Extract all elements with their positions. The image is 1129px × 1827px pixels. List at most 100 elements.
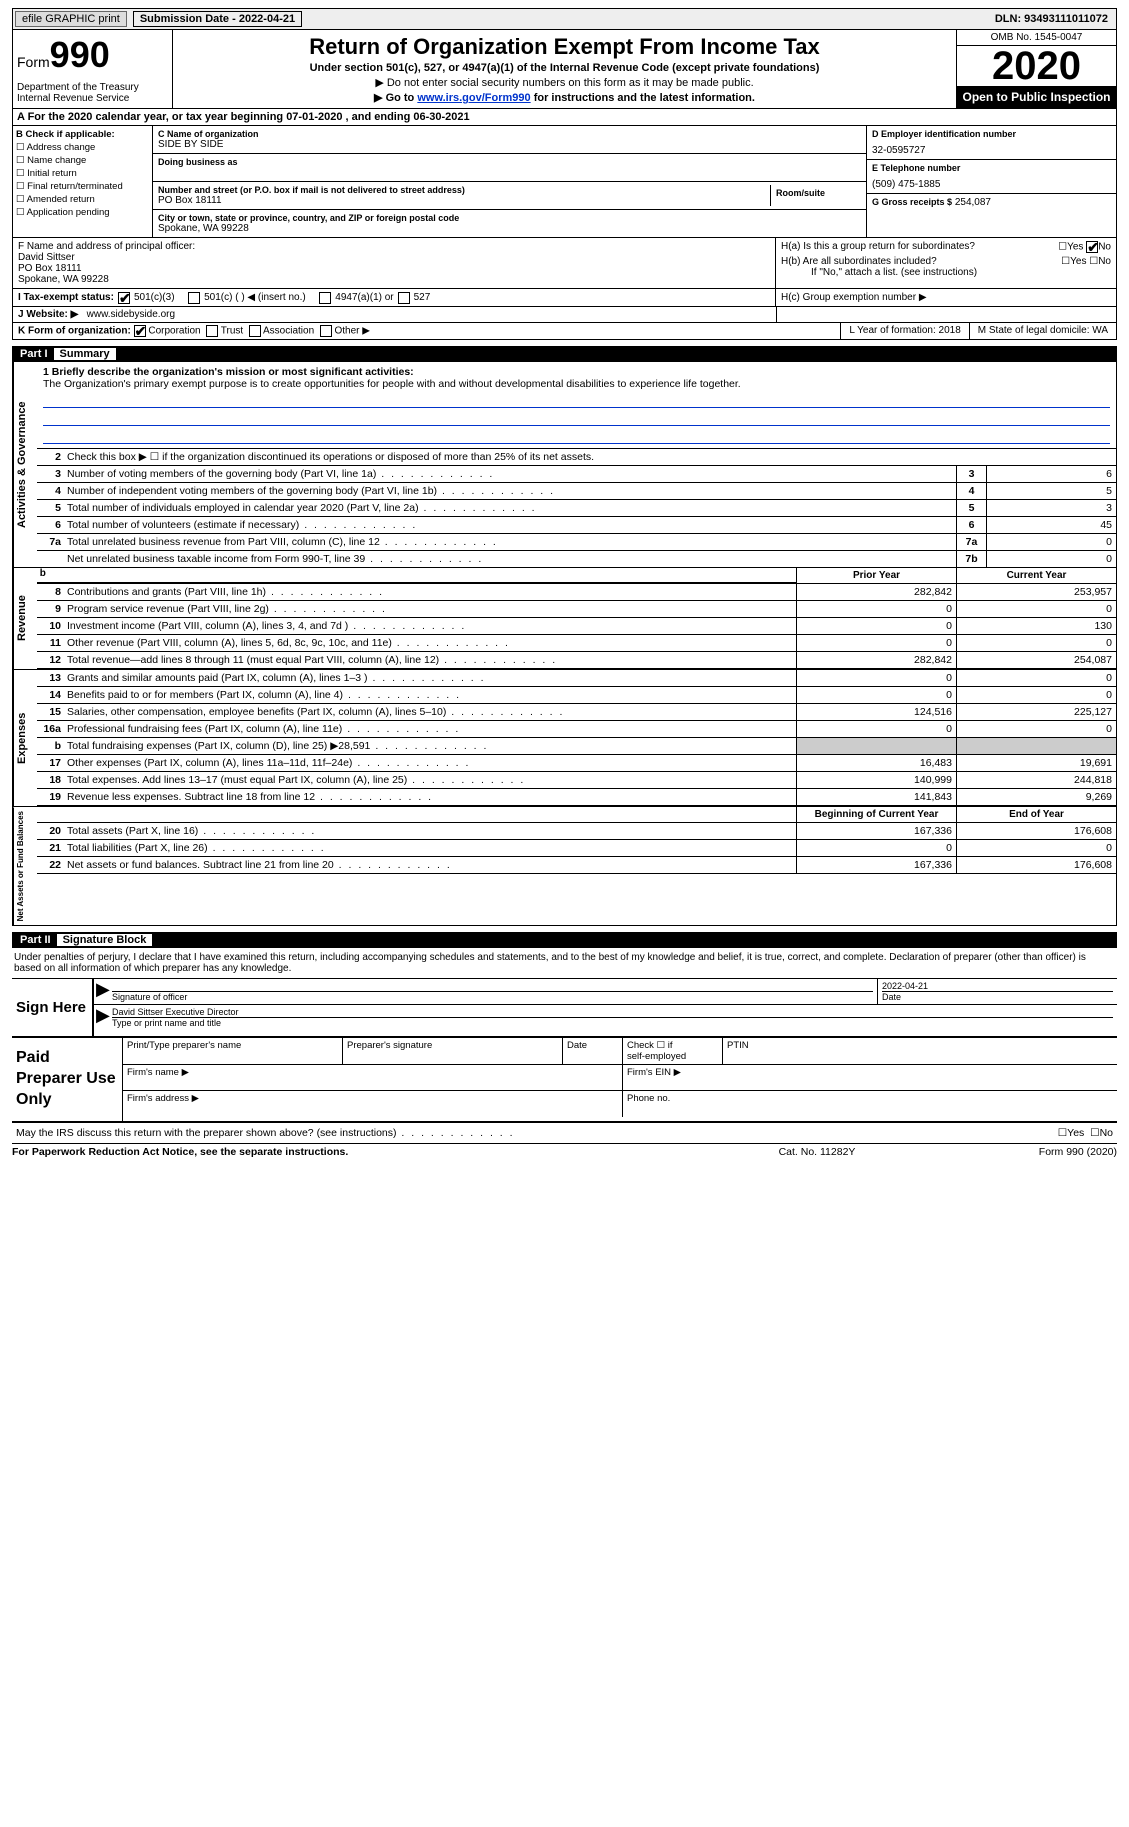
vtab-revenue: Revenue bbox=[13, 568, 37, 669]
opt-501c: 501(c) ( ) ◀ (insert no.) bbox=[204, 292, 306, 303]
state-domicile: M State of legal domicile: WA bbox=[969, 323, 1116, 339]
exp-14: Benefits paid to or for members (Part IX… bbox=[63, 687, 796, 703]
j-label: J Website: ▶ bbox=[18, 309, 78, 320]
opt-4947: 4947(a)(1) or bbox=[335, 292, 393, 303]
type-label: Type or print name and title bbox=[112, 1017, 1113, 1028]
signature-declaration: Under penalties of perjury, I declare th… bbox=[12, 948, 1117, 979]
chk-other[interactable] bbox=[320, 325, 332, 337]
chk-corp[interactable] bbox=[134, 325, 146, 337]
exp-18: Total expenses. Add lines 13–17 (must eq… bbox=[63, 772, 796, 788]
prep-ptin-hdr: PTIN bbox=[723, 1038, 1117, 1064]
chk-trust[interactable] bbox=[206, 325, 218, 337]
prep-selfemp2: self-employed bbox=[627, 1051, 686, 1062]
part1-title: Summary bbox=[54, 348, 116, 360]
discuss-no[interactable]: No bbox=[1100, 1127, 1113, 1139]
net-20: Total assets (Part X, line 16) bbox=[63, 823, 796, 839]
col-end: End of Year bbox=[956, 807, 1116, 822]
phone-label: E Telephone number bbox=[872, 163, 1111, 173]
hb-no[interactable]: No bbox=[1098, 256, 1111, 267]
opt-501c3: 501(c)(3) bbox=[134, 292, 175, 303]
section-b: B Check if applicable: ☐ Address change … bbox=[13, 126, 153, 237]
chk-address-change[interactable]: ☐ Address change bbox=[16, 142, 149, 153]
org-name: SIDE BY SIDE bbox=[158, 139, 861, 150]
chk-name-change[interactable]: ☐ Name change bbox=[16, 155, 149, 166]
gross-value: 254,087 bbox=[955, 197, 991, 208]
line-3: Number of voting members of the governin… bbox=[63, 466, 956, 482]
hb-yes[interactable]: Yes bbox=[1070, 256, 1086, 267]
opt-527: 527 bbox=[414, 292, 431, 303]
irs-link[interactable]: www.irs.gov/Form990 bbox=[417, 92, 530, 104]
discuss-yes[interactable]: Yes bbox=[1067, 1127, 1084, 1139]
ha-yes[interactable]: Yes bbox=[1067, 242, 1083, 253]
ha-no: No bbox=[1098, 242, 1111, 253]
part1-num: Part I bbox=[20, 348, 48, 360]
part2-header: Part II Signature Block bbox=[12, 932, 1117, 948]
form-footer: Form 990 (2020) bbox=[917, 1146, 1117, 1158]
exp-17: Other expenses (Part IX, column (A), lin… bbox=[63, 755, 796, 771]
website: www.sidebyside.org bbox=[87, 309, 175, 320]
b-header: B Check if applicable: bbox=[16, 129, 149, 140]
chk-501c3[interactable] bbox=[118, 292, 130, 304]
line-7b: Net unrelated business taxable income fr… bbox=[63, 551, 956, 567]
line-6: Total number of volunteers (estimate if … bbox=[63, 517, 956, 533]
gross-label: G Gross receipts $ bbox=[872, 197, 952, 207]
room-label: Room/suite bbox=[776, 188, 856, 198]
net-22: Net assets or fund balances. Subtract li… bbox=[63, 857, 796, 873]
department: Department of the Treasury Internal Reve… bbox=[17, 82, 168, 104]
rev-12: Total revenue—add lines 8 through 11 (mu… bbox=[63, 652, 796, 668]
ha-label: H(a) Is this a group return for subordin… bbox=[781, 241, 975, 252]
exp-13: Grants and similar amounts paid (Part IX… bbox=[63, 670, 796, 686]
chk-501c[interactable] bbox=[188, 292, 200, 304]
goto-pre: ▶ Go to bbox=[374, 92, 417, 104]
i-label: I Tax-exempt status: bbox=[18, 292, 114, 303]
l2-text: Check this box ▶ ☐ if the organization d… bbox=[63, 449, 1116, 465]
addr-label: Number and street (or P.O. box if mail i… bbox=[158, 185, 770, 195]
chk-527[interactable] bbox=[398, 292, 410, 304]
cat-no: Cat. No. 11282Y bbox=[717, 1146, 917, 1158]
form-header: Form990 Department of the Treasury Inter… bbox=[12, 30, 1117, 109]
hc-label: H(c) Group exemption number ▶ bbox=[776, 289, 1116, 306]
part2-num: Part II bbox=[20, 934, 51, 946]
chk-final-return[interactable]: ☐ Final return/terminated bbox=[16, 181, 149, 192]
org-address: PO Box 18111 bbox=[158, 195, 770, 206]
exp-15: Salaries, other compensation, employee b… bbox=[63, 704, 796, 720]
line-4: Number of independent voting members of … bbox=[63, 483, 956, 499]
exp-b: Total fundraising expenses (Part IX, col… bbox=[63, 738, 796, 754]
prep-selfemp1: Check ☐ if bbox=[627, 1040, 672, 1051]
hb-label: H(b) Are all subordinates included? bbox=[781, 256, 937, 267]
c-name-label: C Name of organization bbox=[158, 129, 861, 139]
chk-4947[interactable] bbox=[319, 292, 331, 304]
opt-assoc: Association bbox=[263, 326, 314, 337]
chk-amended[interactable]: ☐ Amended return bbox=[16, 194, 149, 205]
exp-19: Revenue less expenses. Subtract line 18 … bbox=[63, 789, 796, 805]
sign-here-label: Sign Here bbox=[12, 979, 92, 1036]
chk-app-pending[interactable]: ☐ Application pending bbox=[16, 207, 149, 218]
part1-header: Part I Summary bbox=[12, 346, 1117, 362]
mission-text: The Organization's primary exempt purpos… bbox=[43, 378, 1110, 390]
prep-date-hdr: Date bbox=[563, 1038, 623, 1064]
prep-sig-hdr: Preparer's signature bbox=[343, 1038, 563, 1064]
firm-ein-label: Firm's EIN ▶ bbox=[623, 1065, 1117, 1090]
chk-assoc[interactable] bbox=[249, 325, 261, 337]
paperwork-notice: For Paperwork Reduction Act Notice, see … bbox=[12, 1146, 717, 1158]
efile-print-button[interactable]: efile GRAPHIC print bbox=[15, 11, 127, 27]
line-7a: Total unrelated business revenue from Pa… bbox=[63, 534, 956, 550]
ha-no-chk[interactable] bbox=[1086, 241, 1098, 253]
exp-16a: Professional fundraising fees (Part IX, … bbox=[63, 721, 796, 737]
part2-title: Signature Block bbox=[57, 934, 153, 946]
open-inspection: Open to Public Inspection bbox=[957, 86, 1116, 108]
firm-name-label: Firm's name ▶ bbox=[123, 1065, 623, 1090]
subtitle-1: Under section 501(c), 527, or 4947(a)(1)… bbox=[181, 62, 948, 74]
officer-name: David Sittser bbox=[18, 252, 770, 263]
opt-corp: Corporation bbox=[148, 326, 200, 337]
chk-initial-return[interactable]: ☐ Initial return bbox=[16, 168, 149, 179]
city-label: City or town, state or province, country… bbox=[158, 213, 861, 223]
firm-phone-label: Phone no. bbox=[623, 1091, 1117, 1117]
rev-10: Investment income (Part VIII, column (A)… bbox=[63, 618, 796, 634]
officer-addr2: Spokane, WA 99228 bbox=[18, 274, 770, 285]
opt-other: Other ▶ bbox=[334, 326, 369, 337]
firm-addr-label: Firm's address ▶ bbox=[123, 1091, 623, 1117]
rev-8: Contributions and grants (Part VIII, lin… bbox=[63, 584, 796, 600]
vtab-governance: Activities & Governance bbox=[13, 362, 37, 567]
top-bar: efile GRAPHIC print Submission Date - 20… bbox=[12, 8, 1117, 30]
